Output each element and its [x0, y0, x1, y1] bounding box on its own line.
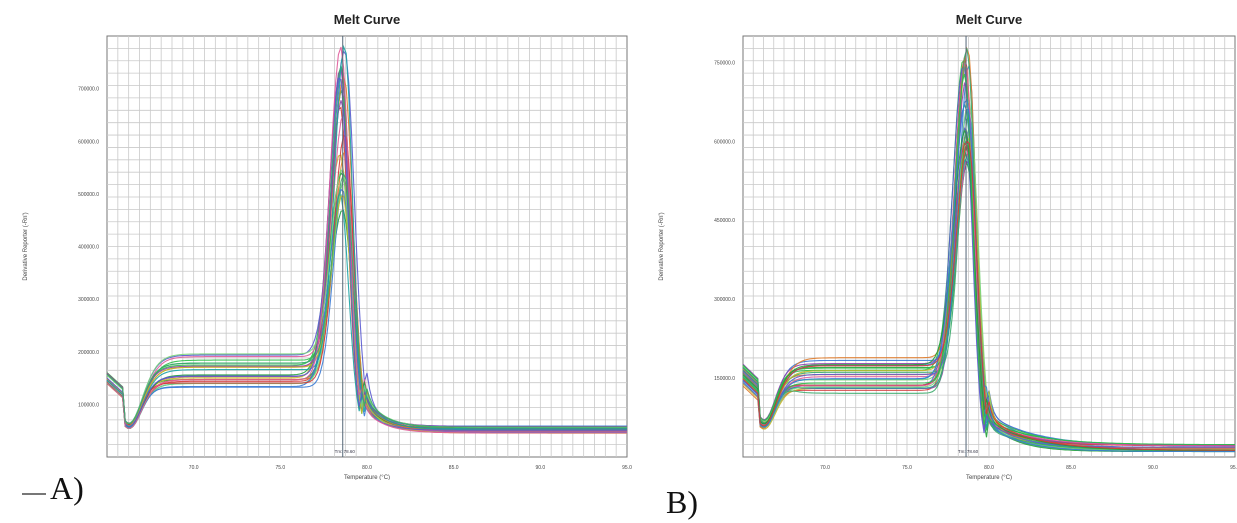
chart-title: Melt Curve: [334, 12, 400, 27]
x-tick-label: 95.0: [622, 465, 632, 471]
x-tick-label: 90.0: [1148, 465, 1158, 471]
melt-curve-series: [742, 140, 1235, 451]
panel-a-dash: [22, 493, 46, 495]
melt-curve-series: [742, 126, 1235, 448]
x-axis-label: Temperature (°C): [966, 475, 1012, 481]
y-tick-label: 200000.0: [78, 350, 99, 356]
x-tick-label: 70.0: [189, 465, 199, 471]
chart-title: Melt Curve: [956, 12, 1022, 27]
y-axis-label: Derivative Reporter (-Rn'): [23, 212, 29, 280]
y-tick-label: 600000.0: [714, 139, 735, 145]
y-tick-label: 300000.0: [714, 297, 735, 303]
melt-curve-series: [106, 50, 627, 433]
x-tick-label: 70.0: [820, 465, 830, 471]
melt-curve-series: [106, 100, 627, 428]
tm-label: Tm: 78.60: [958, 449, 979, 454]
melt-curve-series: [106, 46, 627, 434]
melt-curve-series: [742, 46, 1235, 449]
y-tick-label: 100000.0: [78, 402, 99, 408]
y-axis-label: Derivative Reporter (-Rn'): [659, 212, 665, 280]
y-tick-label: 300000.0: [78, 297, 99, 303]
x-tick-label: 85.0: [449, 465, 459, 471]
x-tick-label: 95.0: [1230, 465, 1237, 471]
x-tick-label: 90.0: [535, 465, 545, 471]
y-tick-label: 150000.0: [714, 376, 735, 382]
x-tick-label: 80.0: [984, 465, 994, 471]
melt-curve-chart-a: Melt Curve 100000.0 200000.0 300000.0 400000…: [23, 12, 632, 480]
y-tick-label: 400000.0: [78, 245, 99, 251]
tm-label: Tm: 78.60: [335, 449, 356, 454]
y-tick-label: 700000.0: [78, 87, 99, 93]
melt-curve-series: [742, 61, 1235, 447]
x-tick-label: 85.0: [1066, 465, 1076, 471]
melt-curve-series: [106, 172, 627, 428]
x-tick-label: 75.0: [275, 465, 285, 471]
melt-curve-series: [742, 98, 1235, 453]
x-axis-label: Temperature (°C): [344, 475, 390, 480]
panel-label-b: B): [666, 484, 698, 520]
panel-label-a: A): [50, 470, 84, 506]
y-tick-label: 450000.0: [714, 218, 735, 224]
y-tick-label: 750000.0: [714, 60, 735, 66]
x-tick-label: 75.0: [902, 465, 912, 471]
y-tick-label: 500000.0: [78, 192, 99, 198]
x-tick-label: 80.0: [362, 465, 372, 471]
melt-curve-series: [742, 73, 1235, 446]
melt-curve-chart-b: Melt Curve 150000.0 300000.0 450000.0 600000…: [659, 12, 1237, 481]
y-tick-label: 600000.0: [78, 139, 99, 145]
